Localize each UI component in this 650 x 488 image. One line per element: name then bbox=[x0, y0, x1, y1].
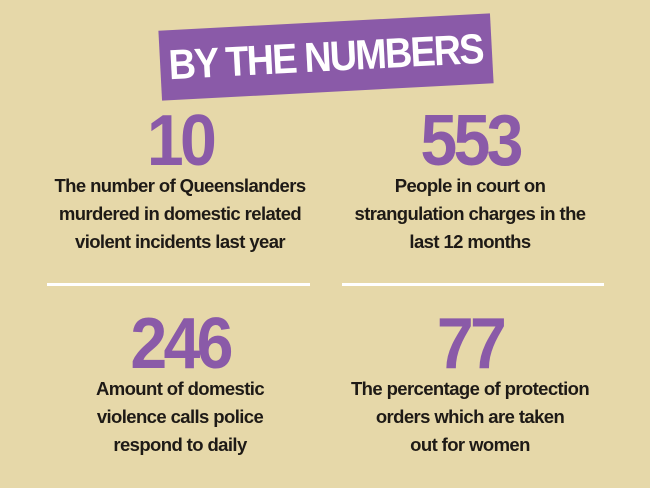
stat-block-protection-orders: 77 The percentage of protection orders w… bbox=[320, 304, 620, 459]
stat-description-line: respond to daily bbox=[113, 434, 247, 455]
stat-number: 77 bbox=[436, 304, 507, 384]
divider-right bbox=[342, 283, 604, 286]
stat-description-line: violence calls police bbox=[96, 406, 264, 427]
stat-number: 10 bbox=[146, 101, 217, 181]
stat-description-line: violent incidents last year bbox=[75, 231, 286, 252]
stat-block-strangulation: 553 People in court on strangulation cha… bbox=[320, 101, 620, 256]
stat-description-line: last 12 months bbox=[409, 231, 531, 252]
stat-description-line: The percentage of protection bbox=[350, 378, 590, 399]
stat-description-line: Amount of domestic bbox=[95, 378, 265, 399]
stat-number: 246 bbox=[130, 304, 233, 384]
stat-description-line: People in court on bbox=[394, 175, 546, 196]
stat-description-line: out for women bbox=[410, 434, 530, 455]
stat-description-line: murdered in domestic related bbox=[58, 203, 302, 224]
stat-description-line: strangulation charges in the bbox=[354, 203, 587, 224]
title-banner: BY THE NUMBERS bbox=[158, 13, 494, 101]
divider-left bbox=[47, 283, 310, 286]
stat-number: 553 bbox=[420, 101, 523, 181]
stat-block-murders: 10 The number of Queenslanders murdered … bbox=[30, 101, 330, 256]
stat-description-line: orders which are taken bbox=[375, 406, 565, 427]
stat-block-police-calls: 246 Amount of domestic violence calls po… bbox=[30, 304, 330, 459]
stat-description-line: The number of Queenslanders bbox=[54, 175, 306, 196]
banner-title: BY THE NUMBERS bbox=[167, 24, 485, 89]
